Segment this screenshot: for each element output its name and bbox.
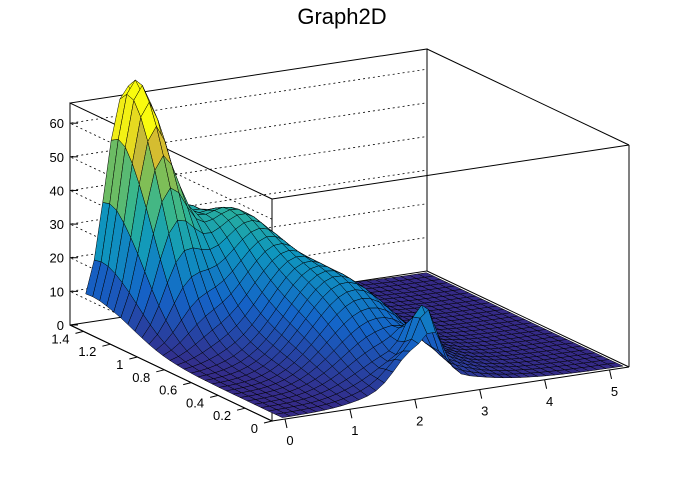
x-tick-label: 2 — [416, 413, 423, 428]
x-tick — [544, 379, 548, 389]
x-tick — [349, 409, 353, 419]
front-box-edges — [271, 48, 630, 368]
z-tick-label: 0 — [57, 318, 64, 333]
surface-mesh — [85, 79, 624, 418]
y-tick — [75, 330, 84, 334]
box-edge — [271, 144, 630, 200]
z-tick-label: 20 — [50, 251, 64, 266]
z-tick-label: 60 — [50, 116, 64, 131]
y-tick — [183, 382, 192, 386]
x-tick-label: 3 — [481, 404, 488, 419]
surface-cell — [606, 362, 624, 368]
x-tick — [284, 418, 288, 429]
x-tick-label: 1 — [351, 423, 358, 438]
box-edge — [426, 270, 630, 368]
y-tick — [129, 356, 138, 360]
y-tick — [236, 407, 246, 411]
y-tick-label: 1.4 — [51, 331, 69, 346]
y-tick — [156, 369, 165, 373]
z-tick-label: 50 — [50, 150, 64, 165]
x-tick — [609, 369, 613, 380]
y-tick — [263, 420, 273, 424]
y-tick-label: 0 — [251, 421, 258, 436]
y-tick-label: 0.8 — [132, 370, 150, 385]
y-tick-label: 1.2 — [78, 344, 96, 359]
z-tick-label: 10 — [50, 284, 64, 299]
z-tick-label: 30 — [50, 217, 64, 232]
y-tick — [210, 394, 219, 398]
x-tick-label: 5 — [611, 384, 618, 399]
chart-title: Graph2D — [297, 4, 386, 29]
x-tick-label: 4 — [546, 394, 553, 409]
y-tick-label: 0.6 — [159, 383, 177, 398]
y-tick-label: 0.4 — [186, 395, 204, 410]
box-edge — [426, 48, 630, 146]
x-axis-line — [271, 366, 630, 422]
y-axis-line — [69, 324, 273, 422]
x-tick-label: 0 — [286, 433, 293, 448]
y-tick-label: 1 — [116, 357, 123, 372]
x-tick — [479, 389, 483, 399]
x-tick — [414, 399, 418, 409]
y-tick-label: 0.2 — [213, 408, 231, 423]
y-tick — [102, 343, 111, 347]
z-tick-label: 40 — [50, 183, 64, 198]
